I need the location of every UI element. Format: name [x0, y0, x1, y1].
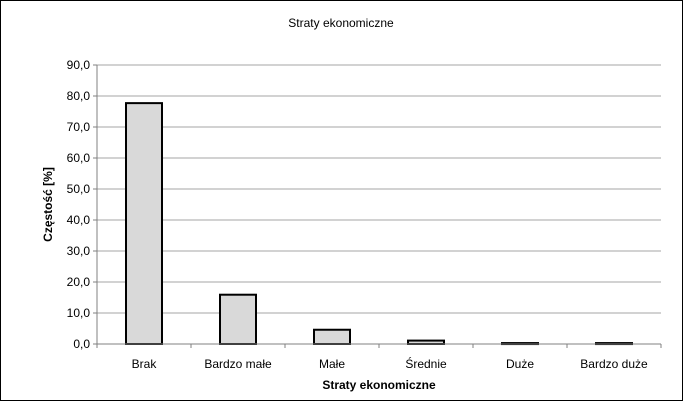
y-tick-label: 80,0	[67, 89, 91, 103]
y-tick-label: 50,0	[67, 182, 91, 196]
y-axis-label: Częstość [%]	[41, 167, 55, 242]
gridlines	[97, 64, 661, 314]
bar-średnie	[407, 339, 445, 345]
bar-bardzo-małe	[219, 293, 257, 345]
bar-małe	[313, 328, 351, 345]
y-tick-label: 10,0	[67, 306, 91, 320]
bar-brak	[125, 102, 163, 345]
axes	[96, 65, 661, 345]
y-tick-label: 40,0	[67, 213, 91, 227]
x-tick-label: Średnie	[405, 356, 447, 371]
y-tick-labels: 0,0 10,0 20,0 30,0 40,0 50,0 60,0 70,0 80,0 90,0	[67, 58, 97, 351]
chart-title: Straty ekonomiczne	[288, 16, 394, 30]
x-axis-label: Straty ekonomiczne	[322, 378, 436, 392]
y-tick-label: 90,0	[67, 58, 91, 72]
x-tick-label: Małe	[319, 357, 345, 371]
y-tick-label: 60,0	[67, 151, 91, 165]
y-tick-label: 70,0	[67, 120, 91, 134]
x-tick-label: Brak	[132, 357, 158, 371]
y-tick-label: 20,0	[67, 275, 91, 289]
x-tick-label: Bardzo małe	[204, 357, 272, 371]
bars	[125, 102, 633, 346]
x-tick-labels: Brak Bardzo małe Małe Średnie Duże Bardzo duż…	[96, 344, 662, 371]
x-tick-label: Bardzo duże	[580, 357, 648, 371]
y-tick-label: 30,0	[67, 244, 91, 258]
y-tick-label: 0,0	[73, 337, 90, 351]
x-tick-label: Duże	[506, 357, 534, 371]
